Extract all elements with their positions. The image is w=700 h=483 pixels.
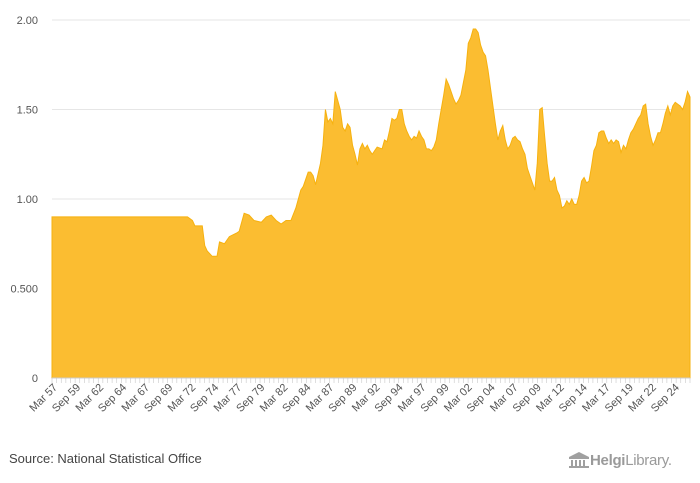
y-tick-label: 2.00 (17, 15, 38, 27)
x-axis-minor-ticks (51, 378, 691, 383)
logo-text-light: Library. (625, 451, 672, 469)
logo-text: HelgiLibrary. (590, 452, 672, 469)
y-tick-label: 1.50 (17, 105, 38, 117)
y-tick-label: 0 (32, 373, 38, 385)
y-tick-label: 0.500 (10, 284, 38, 296)
source-note: Source: National Statistical Office (9, 451, 202, 466)
data-area (51, 28, 691, 379)
helgilibrary-logo[interactable]: HelgiLibrary. (568, 449, 672, 471)
building-icon (569, 452, 589, 468)
y-axis-tick-labels: 0 0.500 1.00 1.50 2.00 (10, 15, 38, 385)
logo-text-bold: Helgi (590, 451, 626, 469)
y-tick-label: 1.00 (17, 194, 38, 206)
